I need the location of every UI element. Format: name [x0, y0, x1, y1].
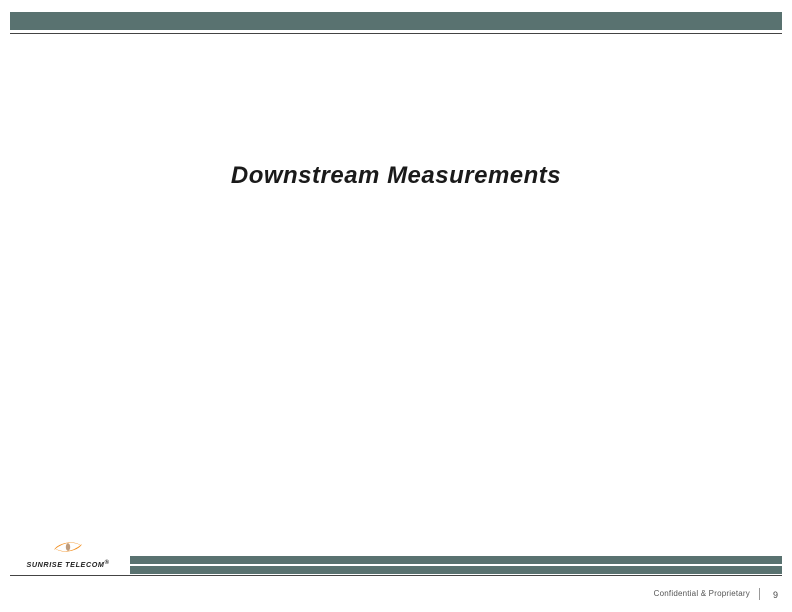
page-number: 9 [773, 590, 778, 600]
footer-rule [10, 575, 782, 576]
company-name: SUNRISE TELECOM® [26, 560, 109, 569]
confidentiality-label: Confidential & Proprietary [654, 589, 750, 598]
header-rule [10, 33, 782, 34]
logo-mark-icon [48, 536, 88, 558]
slide-title: Downstream Measurements [0, 162, 792, 190]
company-logo: SUNRISE TELECOM® [12, 532, 124, 572]
footer-divider [759, 588, 760, 600]
footer-bar-2 [130, 566, 782, 574]
footer-bar-1 [130, 556, 782, 564]
company-name-text: SUNRISE TELECOM [26, 560, 104, 569]
header-bar [10, 12, 782, 30]
